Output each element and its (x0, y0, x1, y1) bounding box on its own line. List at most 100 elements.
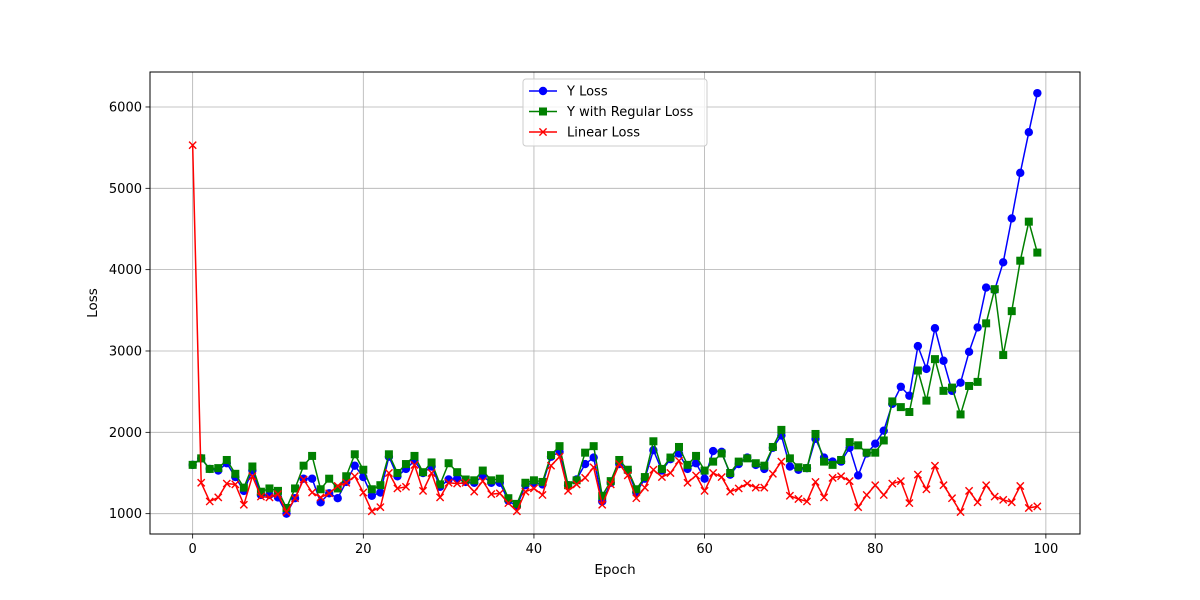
data-point (367, 485, 376, 494)
data-point (555, 442, 564, 451)
data-point (188, 141, 197, 150)
data-point (709, 457, 718, 466)
data-point (1016, 481, 1025, 491)
data-point (384, 468, 393, 478)
data-point (538, 490, 547, 500)
data-point (649, 465, 658, 474)
x-tick-label: 20 (355, 542, 372, 557)
data-point (854, 503, 863, 512)
data-point (478, 477, 487, 486)
data-point (623, 471, 632, 480)
data-point (862, 490, 871, 500)
data-point (291, 484, 300, 493)
data-point (333, 494, 342, 503)
data-point (905, 391, 914, 400)
data-point (521, 487, 530, 496)
data-point (205, 464, 214, 473)
data-point (965, 381, 974, 390)
data-point (837, 455, 846, 464)
data-point (282, 507, 291, 517)
data-point (760, 483, 769, 492)
data-point (811, 477, 820, 487)
data-point (666, 468, 675, 478)
data-point (674, 456, 684, 465)
data-point (726, 487, 735, 496)
data-point (350, 472, 359, 481)
data-point (674, 442, 683, 451)
data-point (999, 495, 1008, 504)
legend-label: Y with Regular Loss (566, 105, 694, 120)
data-point (734, 484, 743, 493)
data-point (290, 494, 300, 503)
data-point (871, 448, 880, 457)
plot-series (188, 88, 1042, 518)
data-point (273, 490, 283, 499)
data-point (333, 484, 342, 493)
data-point (828, 460, 837, 469)
data-point (717, 449, 726, 458)
data-point (777, 425, 786, 434)
data-point (444, 459, 453, 468)
data-point (888, 479, 897, 488)
data-point (410, 451, 419, 460)
data-point (982, 319, 991, 328)
data-point (930, 461, 940, 470)
data-point (760, 461, 769, 470)
data-point (717, 472, 726, 482)
y-axis-title: Loss (85, 288, 101, 318)
data-point (811, 429, 820, 438)
data-point (487, 490, 496, 499)
data-point (546, 461, 556, 470)
y-tick-label: 5000 (109, 182, 142, 197)
data-point (419, 468, 428, 477)
data-point (359, 488, 368, 497)
data-point (316, 498, 325, 507)
x-axis-title: Epoch (594, 562, 635, 578)
data-point (214, 493, 223, 502)
data-point (990, 492, 999, 501)
x-tick-label: 60 (696, 542, 713, 557)
legend-marker (538, 86, 548, 96)
data-point (939, 386, 948, 395)
data-point (794, 463, 803, 472)
data-point (982, 481, 991, 490)
data-point (640, 473, 649, 482)
data-point (632, 485, 641, 494)
data-point (879, 436, 888, 445)
data-point (367, 507, 376, 516)
data-point (273, 486, 282, 495)
data-point (1033, 248, 1042, 257)
data-point (427, 468, 436, 478)
grid-lines (150, 72, 1080, 534)
data-point (589, 463, 598, 472)
data-point (444, 478, 453, 487)
data-point (495, 489, 504, 498)
data-point (913, 366, 922, 375)
series-line (192, 220, 1039, 509)
data-point (333, 481, 342, 491)
data-point (350, 461, 359, 470)
data-point (947, 494, 957, 503)
data-point (188, 460, 197, 469)
data-point (470, 487, 479, 496)
data-point (376, 481, 385, 490)
data-point (999, 351, 1008, 360)
series-linear-loss (188, 141, 1042, 517)
data-point (308, 488, 317, 497)
data-point (734, 457, 743, 466)
data-point (973, 377, 982, 386)
data-point (342, 478, 351, 487)
x-tick-label: 0 (189, 542, 197, 557)
data-point (1007, 307, 1016, 316)
data-point (453, 468, 462, 477)
data-point (785, 454, 794, 463)
data-point (538, 477, 547, 486)
data-point (470, 476, 479, 485)
data-point (819, 493, 829, 502)
data-point (973, 323, 982, 332)
y-tick-label: 1000 (109, 507, 142, 522)
data-point (785, 491, 795, 500)
data-point (922, 364, 931, 374)
data-point (410, 460, 419, 469)
data-point (768, 442, 777, 451)
